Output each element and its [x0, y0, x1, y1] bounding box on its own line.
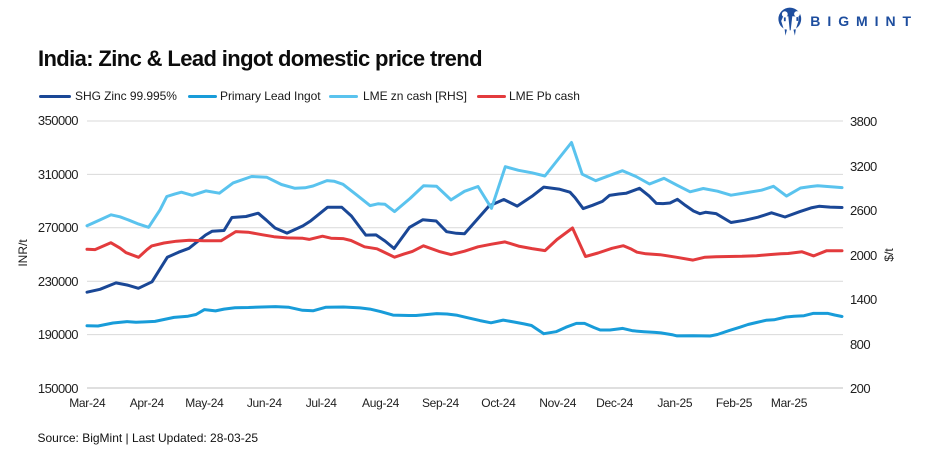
svg-text:BIGMINT: BIGMINT: [810, 13, 918, 29]
